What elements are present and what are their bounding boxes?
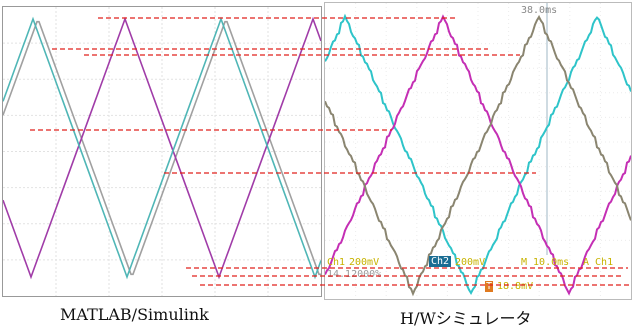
sim-phase-a-trace: [3, 20, 321, 276]
scope-trigger: A Ch1: [583, 257, 614, 268]
simulink-plot-panel: [2, 6, 322, 297]
scope-ch1-scale: 200mV: [349, 257, 380, 268]
caption-hw-simulator: H/Wシミュレータ: [400, 309, 532, 328]
scope-extra-readout: 14.12000%: [327, 269, 382, 280]
caption-simulink: MATLAB/Simulink: [60, 305, 209, 324]
sim-phase-b-trace: [3, 16, 321, 280]
sim-phase-c-trace: [3, 16, 321, 280]
scope-timebase: M 10.0ms: [521, 257, 570, 268]
scope-magenta-trace: [325, 14, 631, 296]
scope-cursor-readout: 38.0ms: [521, 5, 558, 16]
scope-ch2-label: Ch2: [429, 256, 452, 267]
hw-scope-panel: 38.0ms Ch1 200mV Ch2 200mV M 10.0ms A Ch…: [324, 2, 632, 300]
simulink-waveform-svg: [3, 7, 321, 296]
hw-waveform-svg: [325, 3, 631, 299]
scope-ch1-label: Ch1: [327, 257, 346, 268]
scope-marker-icon: T: [485, 281, 494, 292]
scope-olive-trace: [325, 14, 631, 297]
scope-marker-value: 18.8mV: [497, 281, 534, 292]
scope-ch2-scale: 200mV: [455, 257, 486, 268]
